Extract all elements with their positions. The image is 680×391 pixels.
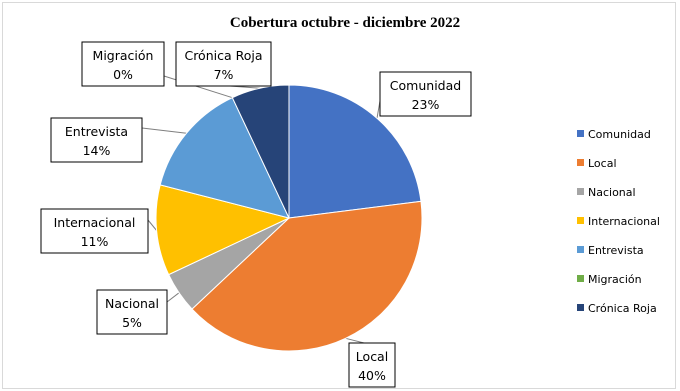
pie-slice-internacional xyxy=(155,184,291,276)
legend-label-local: Local xyxy=(588,157,617,170)
callout-label-cronica-roja: Crónica Roja xyxy=(184,48,262,63)
callout-label-entrevista: Entrevista xyxy=(65,124,128,139)
pie-slices xyxy=(155,84,423,352)
legend-swatch-migracion xyxy=(577,275,584,282)
leader-line-entrevista xyxy=(141,127,187,134)
leader-line-internacional xyxy=(147,219,157,231)
legend-swatch-entrevista xyxy=(577,246,584,253)
callout-label-migracion: Migración xyxy=(93,48,154,63)
data-label-internacional: 11% xyxy=(81,234,109,249)
legend-label-comunidad: Comunidad xyxy=(588,128,651,141)
callout-label-local: Local xyxy=(356,349,388,364)
data-label-migracion: 0% xyxy=(113,67,133,82)
legend-label-cronica-roja: Crónica Roja xyxy=(588,302,657,315)
chart-title: Cobertura octubre - diciembre 2022 xyxy=(230,15,460,31)
legend-label-nacional: Nacional xyxy=(588,186,636,199)
legend-swatch-internacional xyxy=(577,217,584,224)
legend: Comunidad Local Nacional Internacional Entre… xyxy=(577,128,660,315)
callout-box-nacional xyxy=(96,289,168,335)
callout-label-nacional: Nacional xyxy=(105,296,159,311)
data-label-cronica-roja: 7% xyxy=(214,67,234,82)
callout-label-comunidad: Comunidad xyxy=(390,78,461,93)
legend-label-internacional: Internacional xyxy=(588,215,660,228)
leader-line-migracion xyxy=(163,75,233,99)
pie-slice-comunidad xyxy=(288,84,422,219)
callout-box-comunidad xyxy=(379,71,472,117)
legend-label-entrevista: Entrevista xyxy=(588,244,644,257)
pie-slice-local xyxy=(191,200,423,352)
callout-box-migracion xyxy=(81,41,165,87)
callouts: Comunidad 23% Local 40% Nacional 5% Internacio… xyxy=(40,41,472,388)
pie-slice-entrevista xyxy=(159,96,290,219)
callout-box-internacional xyxy=(40,208,149,254)
legend-swatch-nacional xyxy=(577,188,584,195)
data-label-local: 40% xyxy=(358,368,386,383)
legend-swatch-local xyxy=(577,159,584,166)
legend-swatch-cronica-roja xyxy=(577,304,584,311)
data-label-comunidad: 23% xyxy=(412,97,440,112)
callout-box-local xyxy=(348,342,396,388)
leader-line-nacional xyxy=(166,292,180,303)
pie-slice-cronica-roja xyxy=(231,84,290,219)
legend-swatch-comunidad xyxy=(577,130,584,137)
callout-box-entrevista xyxy=(50,117,143,163)
callout-box-cronica-roja xyxy=(175,41,272,87)
callout-label-internacional: Internacional xyxy=(54,215,136,230)
data-label-entrevista: 14% xyxy=(83,143,111,158)
data-label-nacional: 5% xyxy=(122,315,142,330)
legend-label-migracion: Migración xyxy=(588,273,642,286)
